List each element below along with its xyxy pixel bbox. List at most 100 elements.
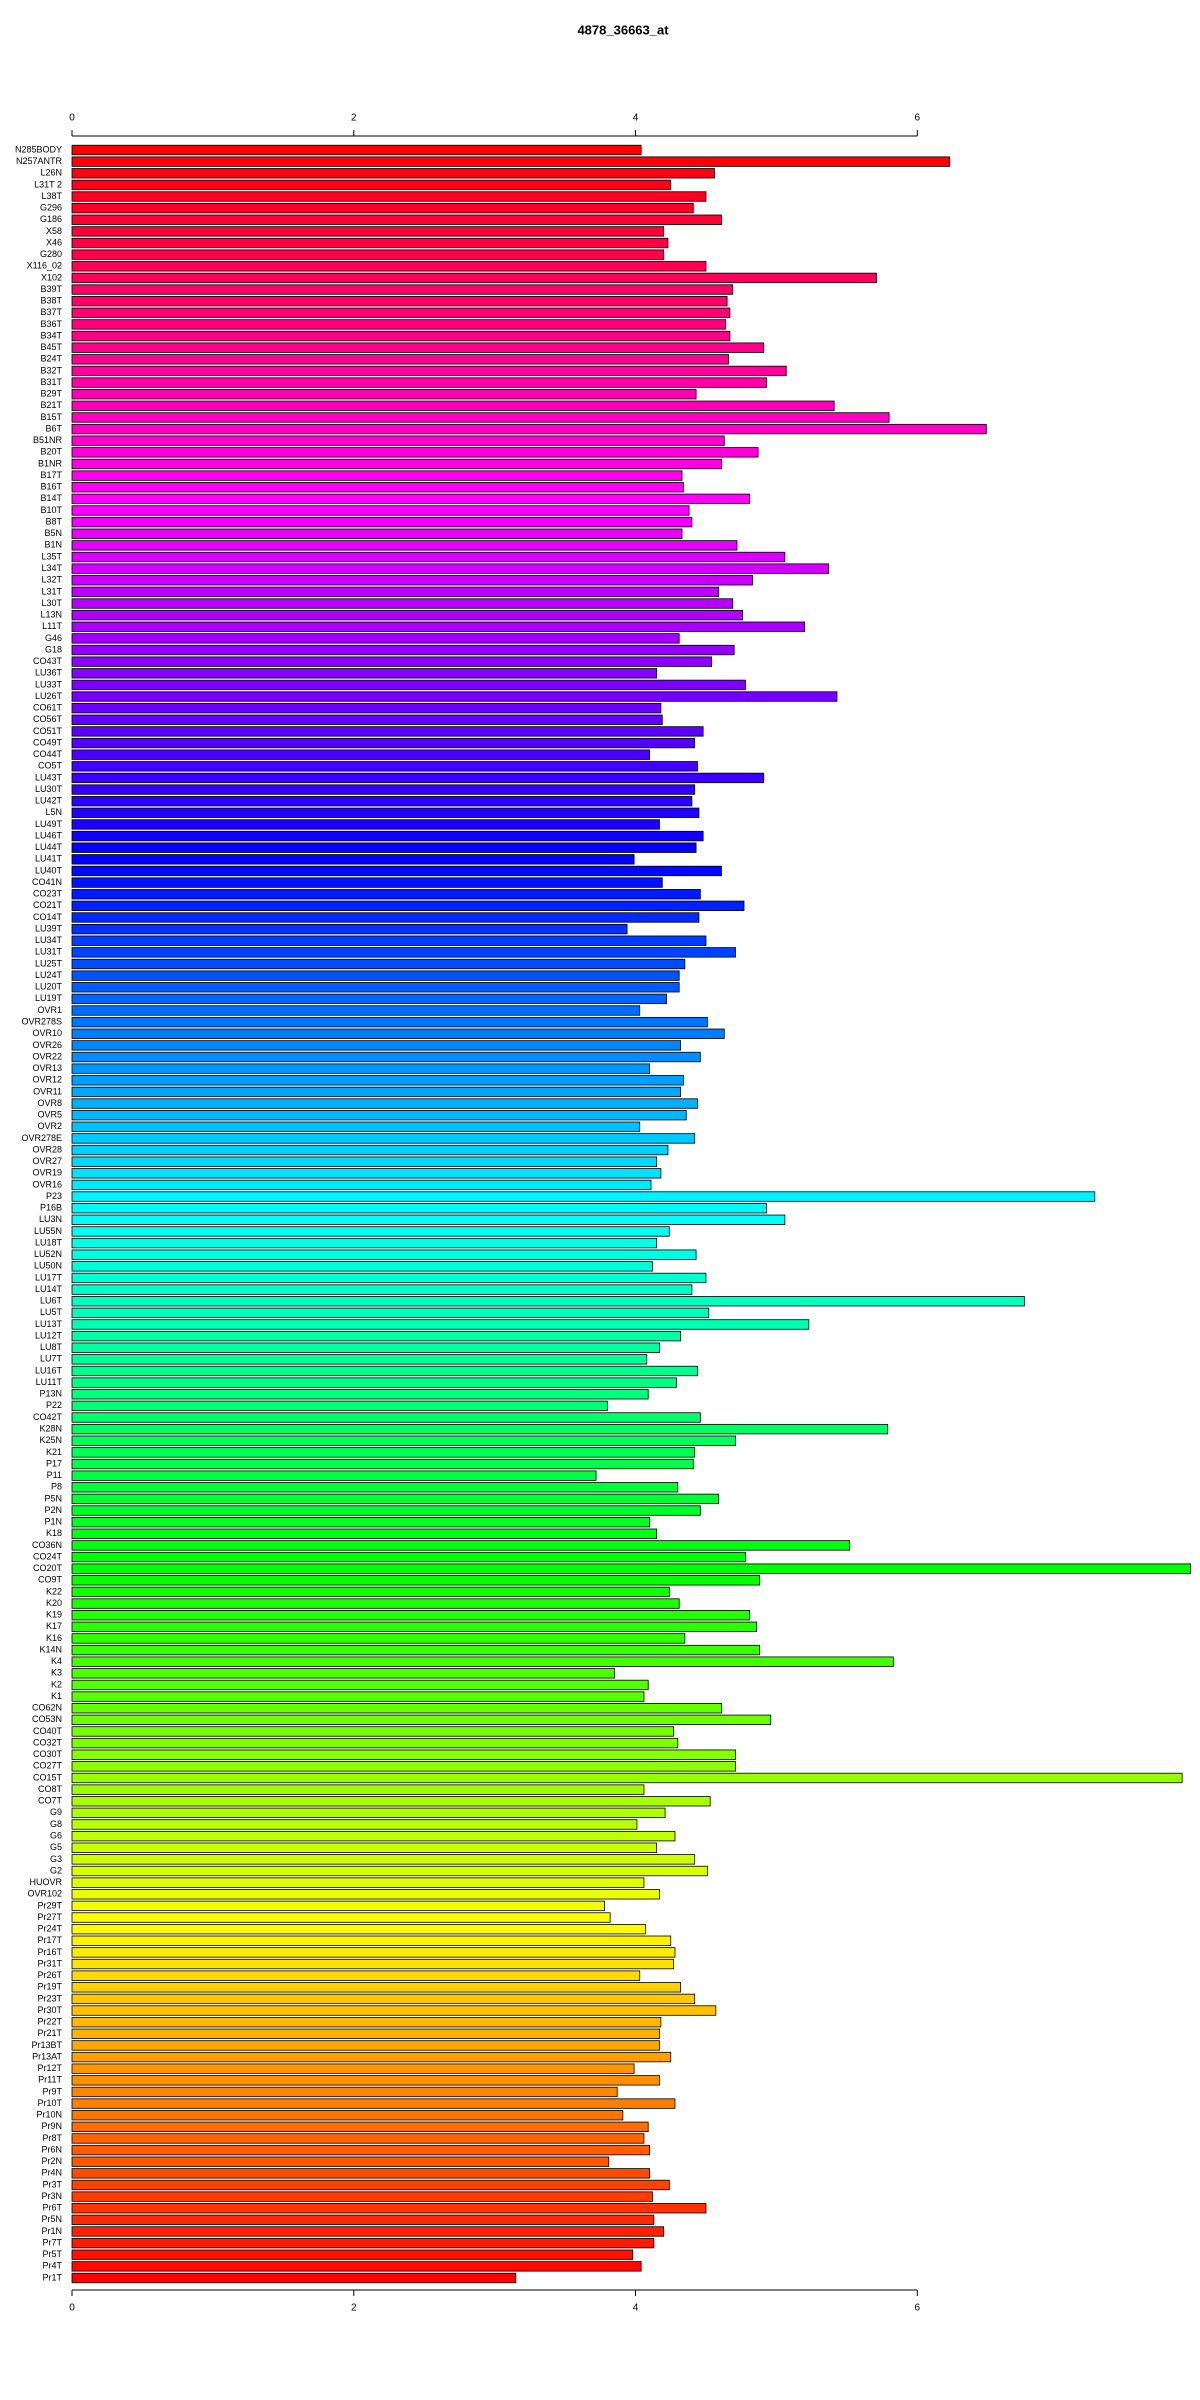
- category-label: OVR5: [37, 1110, 62, 1120]
- category-label: X46: [46, 237, 62, 247]
- bar: [71, 2226, 665, 2237]
- category-label: G46: [45, 633, 62, 643]
- category-label: K14N: [39, 1644, 62, 1654]
- bar: [71, 1900, 605, 1912]
- category-label: Pr23T: [37, 1993, 62, 2003]
- category-label: B15T: [40, 412, 62, 422]
- category-label: Pr5N: [41, 2214, 62, 2224]
- bar: [71, 1551, 746, 1563]
- category-label: G296: [40, 203, 62, 213]
- bar: [71, 1342, 660, 1353]
- category-label: Pr1N: [41, 2226, 62, 2236]
- category-label: L5N: [45, 807, 62, 817]
- category-label: K16: [46, 1633, 62, 1643]
- category-label: CO32T: [33, 1737, 63, 1747]
- bar: [71, 226, 665, 237]
- bar: [71, 1296, 1025, 1307]
- category-label: OVR22: [32, 1051, 62, 1061]
- category-label: B31T: [40, 377, 62, 387]
- bar: [71, 1447, 696, 1458]
- category-label: B14T: [40, 493, 62, 503]
- bar: [71, 516, 693, 528]
- category-label: K22: [46, 1586, 62, 1596]
- bar: [71, 1098, 698, 1109]
- bar: [71, 1540, 851, 1551]
- bar: [71, 1156, 658, 1167]
- bar: [71, 249, 665, 260]
- category-label: Pr3T: [42, 2179, 62, 2189]
- category-label: CO42T: [33, 1412, 63, 1422]
- category-label: P17: [46, 1458, 62, 1468]
- category-label: L26N: [40, 168, 62, 178]
- category-label: K21: [46, 1447, 62, 1457]
- bar: [71, 168, 715, 179]
- category-label: CO20T: [33, 1563, 63, 1573]
- bar: [71, 1016, 708, 1028]
- bar: [71, 1516, 651, 1528]
- bar: [71, 1307, 710, 1319]
- category-label: Pr6T: [42, 2203, 62, 2213]
- bar: [71, 144, 642, 156]
- bar: [71, 947, 736, 958]
- category-label: Pr8T: [42, 2133, 62, 2143]
- category-label: Pr26T: [37, 1970, 62, 1980]
- bar: [71, 482, 684, 493]
- bar: [71, 272, 877, 284]
- category-label: LU40T: [35, 865, 63, 875]
- category-label: B34T: [40, 330, 62, 340]
- category-label: B51NR: [33, 435, 63, 445]
- bar: [71, 1261, 653, 1272]
- bar: [71, 377, 767, 388]
- bar: [71, 656, 712, 667]
- category-label: LU44T: [35, 842, 63, 852]
- bar: [71, 598, 734, 609]
- category-label: Pr5T: [42, 2249, 62, 2259]
- bar: [71, 458, 722, 470]
- bar: [71, 1051, 701, 1063]
- category-label: OVR8: [37, 1098, 62, 1108]
- category-label: X58: [46, 226, 62, 236]
- category-label: LU33T: [35, 679, 63, 689]
- category-label: LU7T: [40, 1354, 63, 1364]
- x-tick-label: 6: [915, 113, 921, 124]
- category-label: G3: [50, 1854, 62, 1864]
- category-label: L38T: [41, 191, 62, 201]
- bar: [71, 644, 735, 656]
- category-label: LU25T: [35, 958, 63, 968]
- category-label: OVR12: [32, 1075, 62, 1085]
- category-label: P22: [46, 1400, 62, 1410]
- bar: [71, 923, 628, 935]
- category-label: K28N: [39, 1424, 62, 1434]
- category-label: LU17T: [35, 1272, 63, 1282]
- category-label: CO24T: [33, 1551, 63, 1561]
- bar: [71, 1610, 751, 1621]
- bar: [71, 1086, 682, 1098]
- bar: [71, 830, 704, 842]
- bar: [71, 2028, 660, 2039]
- bar: [71, 714, 663, 725]
- category-label: CO8T: [38, 1784, 63, 1794]
- category-label: K17: [46, 1621, 62, 1631]
- bar: [71, 319, 727, 330]
- bar: [71, 1598, 680, 1609]
- bar: [71, 214, 722, 225]
- category-label: N285BODY: [15, 144, 62, 154]
- bar: [71, 2144, 651, 2156]
- category-label: LU49T: [35, 819, 63, 829]
- bar: [71, 1958, 674, 1970]
- bar: [71, 912, 700, 923]
- bar: [71, 1412, 701, 1423]
- bar: [71, 1691, 645, 1702]
- bar: [71, 156, 951, 167]
- bar: [71, 1621, 758, 1632]
- category-label: G5: [50, 1842, 62, 1852]
- category-label: Pr27T: [37, 1912, 62, 1922]
- bar: [71, 400, 835, 411]
- bar: [71, 993, 667, 1005]
- category-label: B29T: [40, 389, 62, 399]
- category-label: Pr4T: [42, 2261, 62, 2271]
- bar: [71, 202, 694, 214]
- bar: [71, 2017, 662, 2028]
- bar: [71, 1854, 696, 1865]
- category-label: CO27T: [33, 1761, 63, 1771]
